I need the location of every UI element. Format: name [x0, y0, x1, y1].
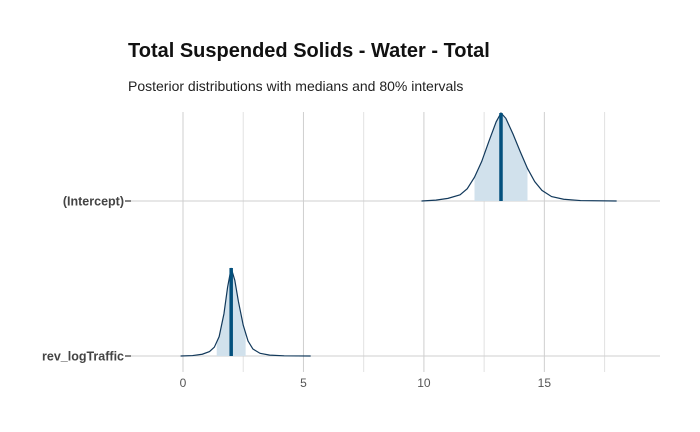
y-axis-label: (Intercept): [63, 195, 124, 209]
y-axis-label: rev_logTraffic: [42, 350, 124, 364]
x-tick-label: 10: [417, 376, 431, 390]
density-outline: [421, 111, 617, 202]
x-axis-tick-labels: 0 5 10 15: [180, 376, 552, 390]
density-curves: [180, 111, 617, 357]
chart-subtitle: Posterior distributions with medians and…: [128, 78, 463, 94]
chart-title: Total Suspended Solids - Water - Total: [128, 40, 490, 62]
density-outline: [180, 267, 311, 357]
density-rev-logtraffic: [180, 267, 311, 357]
x-tick-label: 0: [180, 376, 187, 390]
x-tick-label: 15: [538, 376, 552, 390]
density-intercept: [421, 111, 617, 202]
x-tick-label: 5: [300, 376, 307, 390]
y-axis-labels: (Intercept) rev_logTraffic: [42, 195, 131, 364]
gridlines: [130, 112, 660, 372]
